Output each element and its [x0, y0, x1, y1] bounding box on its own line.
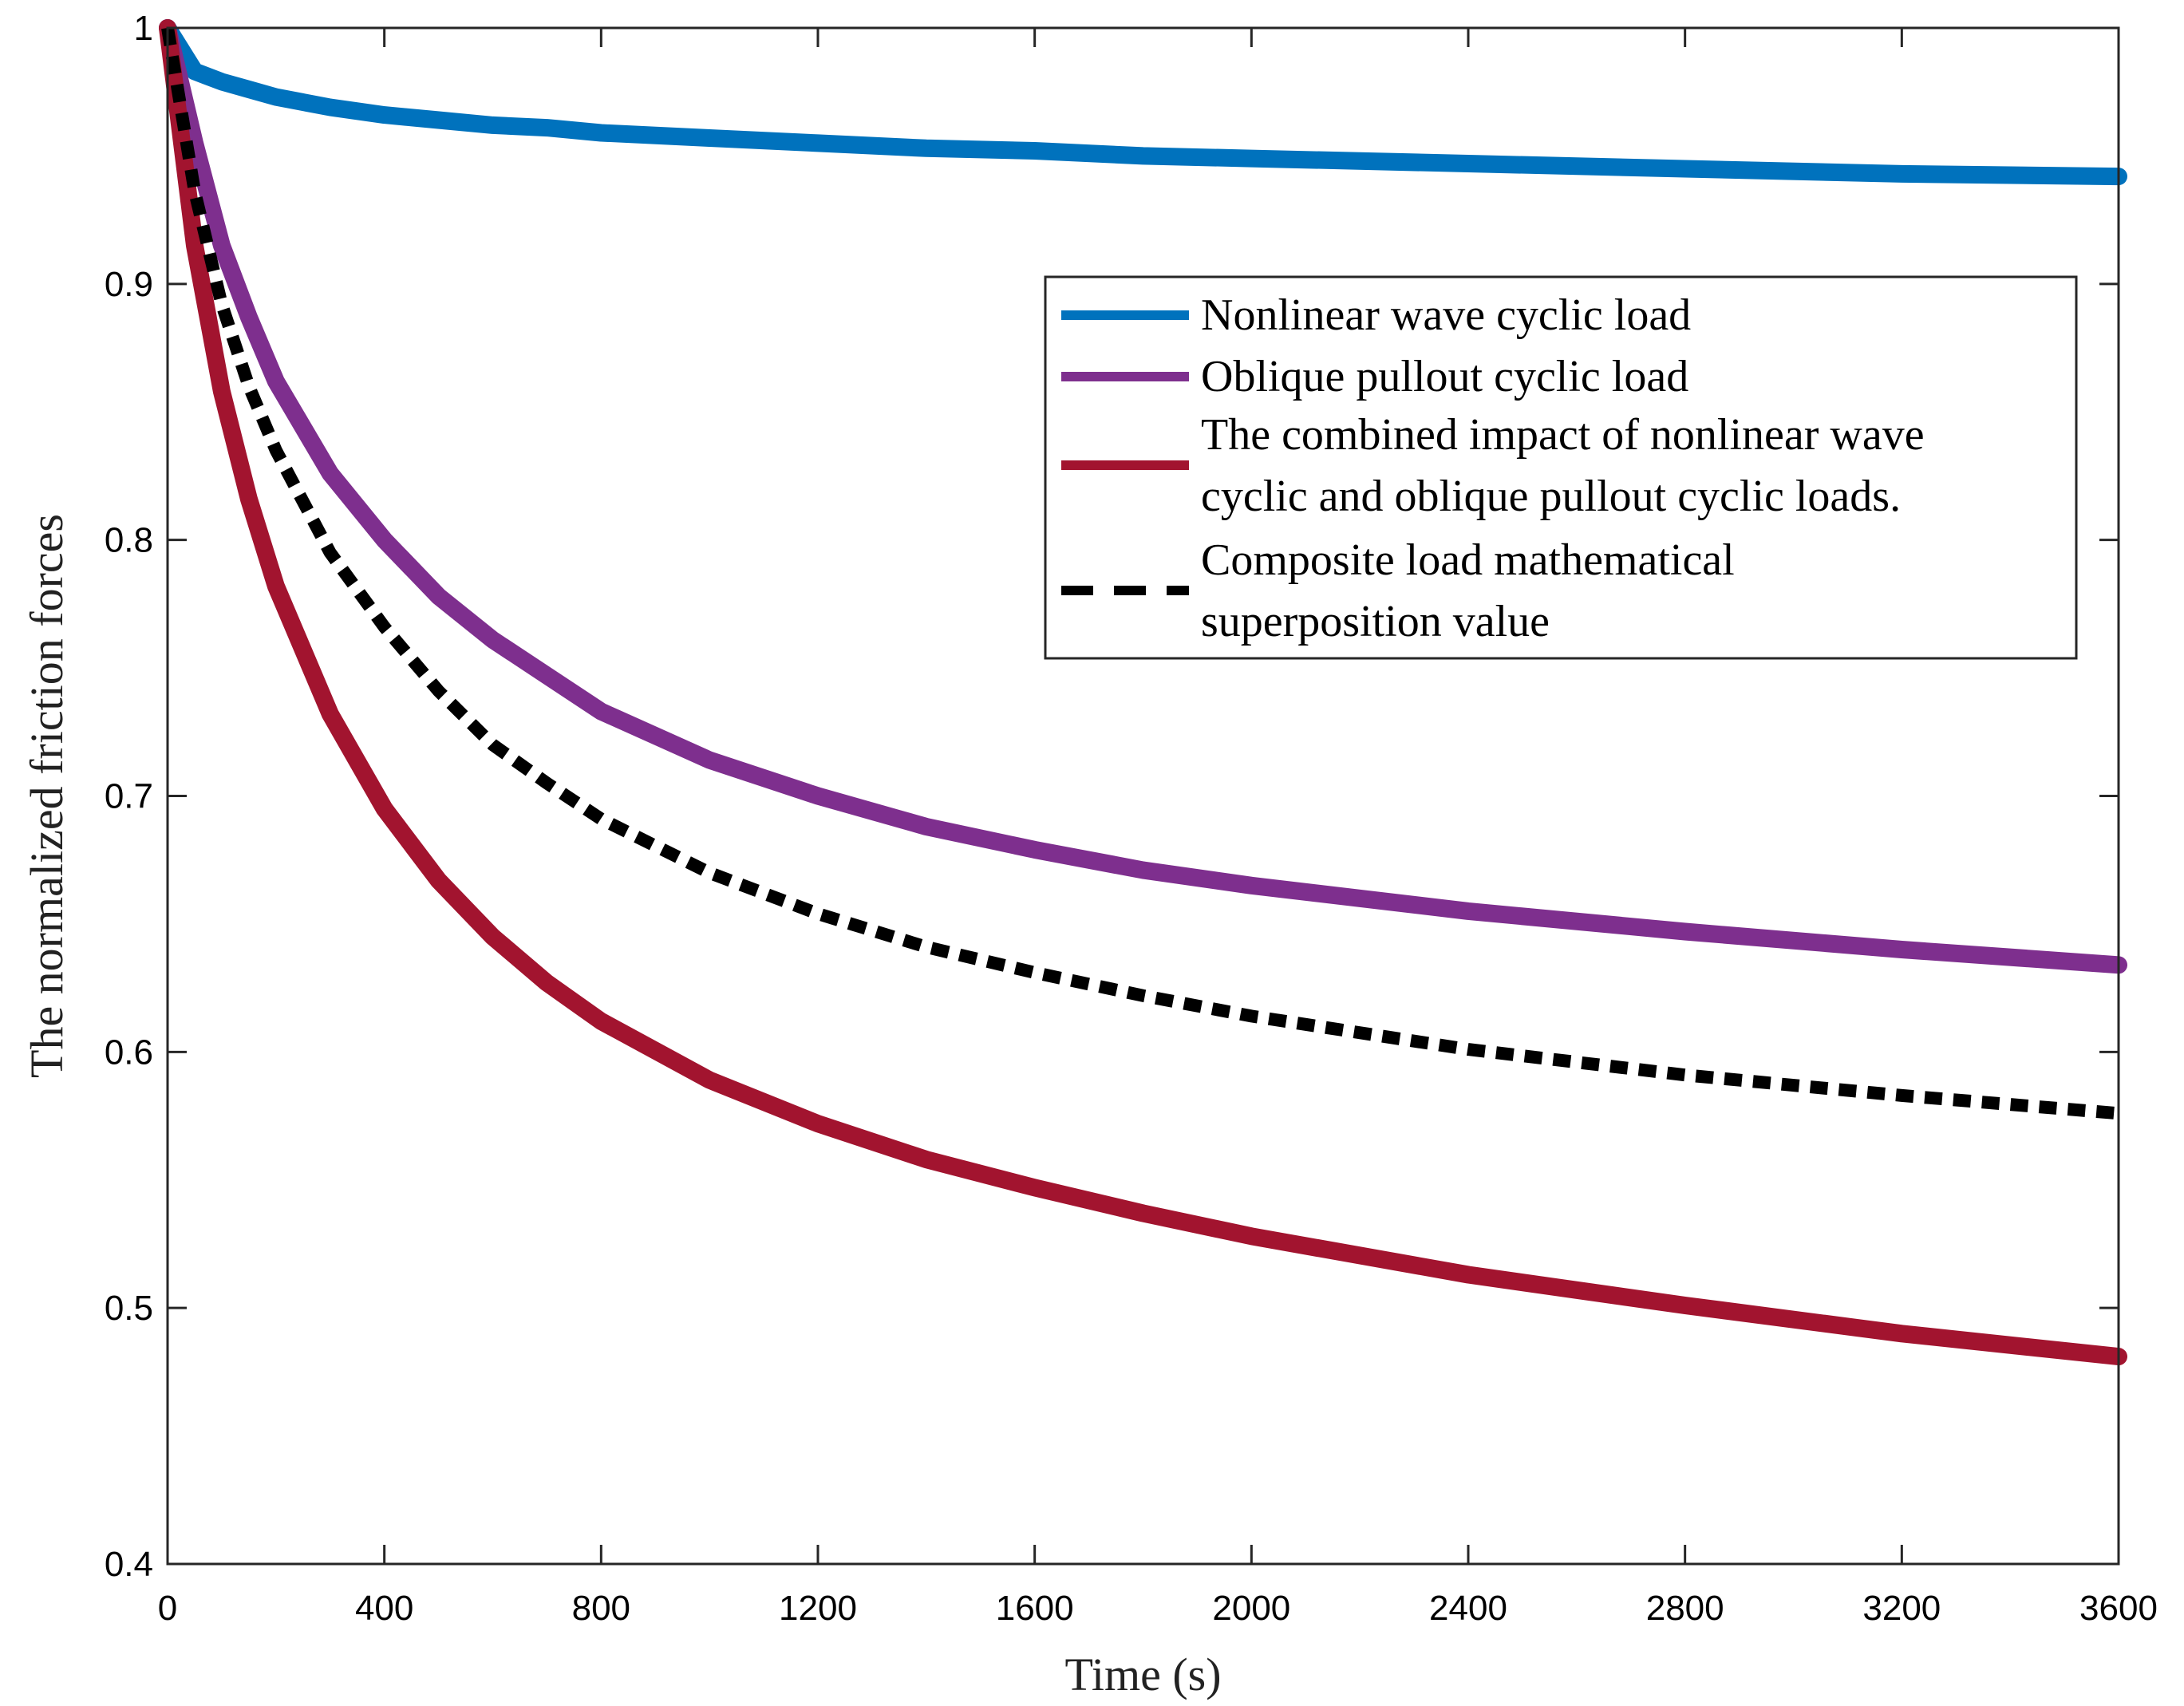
legend-items: Nonlinear wave cyclic load Oblique pullou… — [1061, 290, 1925, 646]
y-tick-label: 0.6 — [105, 1033, 153, 1072]
series-layer — [159, 19, 2127, 1366]
label-layer: 0 400 800 1200 1600 2000 2400 2800 3200 3600 0.4 0.… — [105, 9, 2158, 1628]
series-line-3 — [159, 19, 2127, 1366]
y-tick-label: 0.8 — [105, 521, 153, 560]
y-tick-label: 0.9 — [105, 265, 153, 304]
legend: Nonlinear wave cyclic load Oblique pullou… — [1044, 275, 2078, 660]
x-tick-label: 2000 — [1212, 1589, 1290, 1628]
y-tick-label: 0.5 — [105, 1289, 153, 1328]
x-tick-label: 3600 — [2079, 1589, 2158, 1628]
legend-label-2: Oblique pullout cyclic load — [1201, 352, 1688, 401]
y-tick-label: 0.4 — [105, 1545, 153, 1584]
legend-box — [1044, 275, 2078, 660]
x-tick-label: 1600 — [996, 1589, 1074, 1628]
x-tick-label: 400 — [355, 1589, 413, 1628]
x-tick-label: 800 — [572, 1589, 630, 1628]
series-line-4 — [161, 26, 2119, 1120]
x-tick-label: 0 — [158, 1589, 177, 1628]
legend-label-3: The combined impact of nonlinear wave cyc… — [1201, 410, 1925, 521]
y-axis-title: The normalized friction forces — [21, 514, 73, 1078]
series-line-1 — [159, 19, 2127, 186]
x-tick-label: 2800 — [1646, 1589, 1724, 1628]
legend-label-4: Composite load mathematical superposition… — [1201, 535, 1735, 646]
x-tick-label: 3200 — [1862, 1589, 1941, 1628]
x-tick-label: 1200 — [779, 1589, 857, 1628]
x-axis-title: Time (s) — [1064, 1649, 1221, 1700]
y-tick-label: 1 — [134, 9, 153, 48]
tick-layer — [166, 26, 2120, 1566]
series-line-2 — [159, 19, 2127, 974]
legend-label-1: Nonlinear wave cyclic load — [1201, 290, 1691, 340]
y-tick-label: 0.7 — [105, 777, 153, 816]
x-tick-label: 2400 — [1429, 1589, 1507, 1628]
